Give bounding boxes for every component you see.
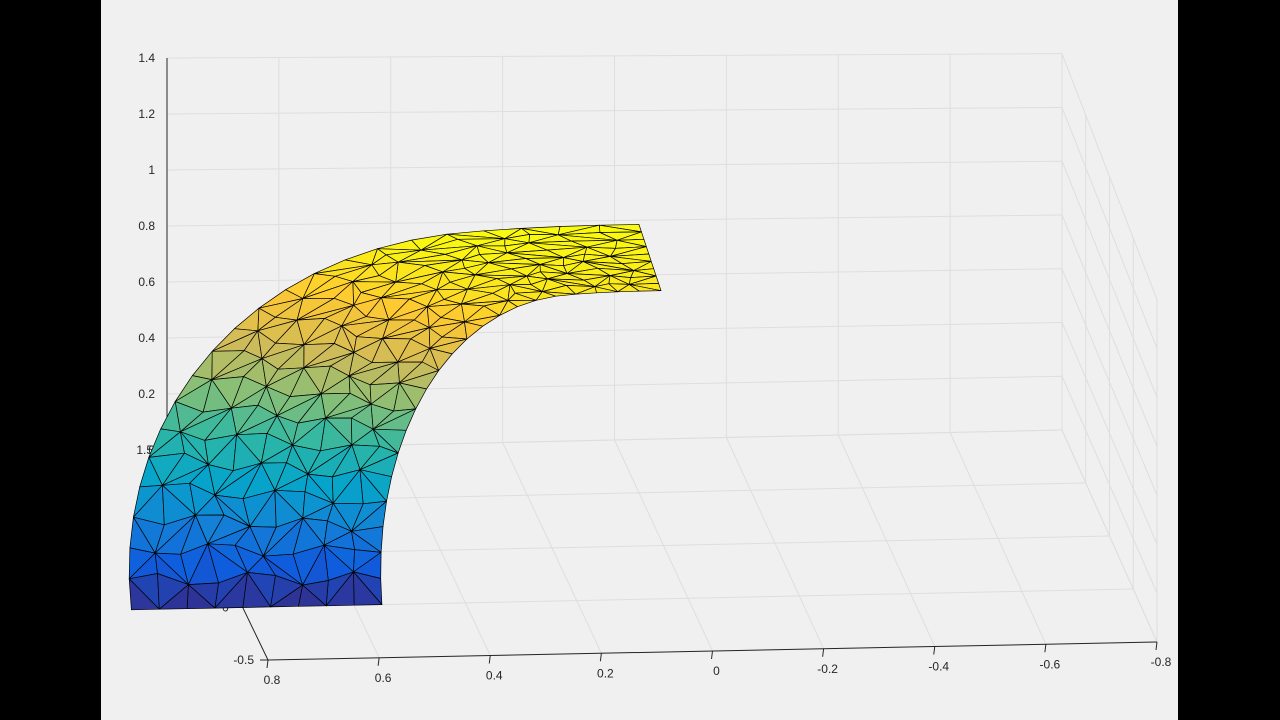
surface-facet (128, 578, 160, 611)
x-tick-mark (599, 653, 602, 662)
x-tick-label: 0.8 (264, 673, 281, 687)
surface-facet (192, 350, 213, 380)
grid-line (1061, 107, 1158, 349)
x-tick-label: 0.6 (375, 671, 392, 685)
z-tick-label: 0.6 (138, 275, 155, 289)
x-tick-mark (1155, 641, 1158, 651)
z-tick-label: 0.8 (138, 219, 155, 233)
grid-line (1061, 53, 1158, 300)
grid-line (242, 588, 1134, 608)
surface-facet (325, 571, 355, 607)
z-tick-label: 0.2 (138, 387, 155, 401)
surface-facet (214, 572, 248, 609)
surface-facet (575, 286, 597, 295)
x-tick-label: -0.8 (1151, 655, 1172, 669)
grid-line (1061, 214, 1158, 447)
x-tick-mark (377, 657, 380, 666)
surface-facet (270, 584, 303, 608)
plot-area: 0.80.60.40.20-0.2-0.4-0.6-0.81.510.50-0.… (101, 0, 1178, 720)
z-tick-label: 1.2 (138, 107, 155, 121)
x-tick-mark (822, 648, 825, 657)
x-tick-label: 0 (713, 664, 720, 678)
x-tick-mark (488, 655, 491, 664)
surface-facet (617, 284, 640, 293)
surface-facet (499, 300, 518, 316)
grid-line (166, 160, 1063, 171)
x-tick-label: -0.4 (928, 660, 949, 674)
x-tick-label: -0.2 (817, 662, 838, 676)
surface-facet (429, 348, 453, 371)
grid-line (1061, 322, 1158, 545)
grid-line (1061, 268, 1158, 496)
z-tick-label: 1 (148, 163, 155, 177)
surface-facet (234, 307, 260, 332)
z-tick-label: 0.4 (138, 331, 155, 345)
surface-chart[interactable]: 0.80.60.40.20-0.2-0.4-0.6-0.81.510.50-0.… (101, 0, 1178, 720)
surface-facet (464, 321, 484, 340)
y-tick-label: -0.5 (233, 653, 254, 667)
grid-line (166, 106, 1063, 115)
x-tick-mark (711, 650, 713, 660)
z-tick-label: 1.4 (138, 51, 155, 65)
y-tick-label: 1.5 (136, 443, 153, 457)
x-tick-mark (933, 646, 936, 655)
surface-facet (535, 291, 556, 301)
x-tick-mark (1044, 644, 1047, 653)
surface-facet (158, 584, 189, 610)
grid-line (1061, 161, 1158, 398)
x-tick-label: 0.2 (597, 666, 614, 680)
x-tick-mark (266, 659, 269, 669)
grid-line (166, 214, 1063, 227)
x-tick-label: 0.4 (486, 669, 503, 683)
x-tick-label: -0.6 (1040, 657, 1061, 671)
grid-line (1061, 376, 1158, 594)
grid-line (166, 53, 1063, 59)
